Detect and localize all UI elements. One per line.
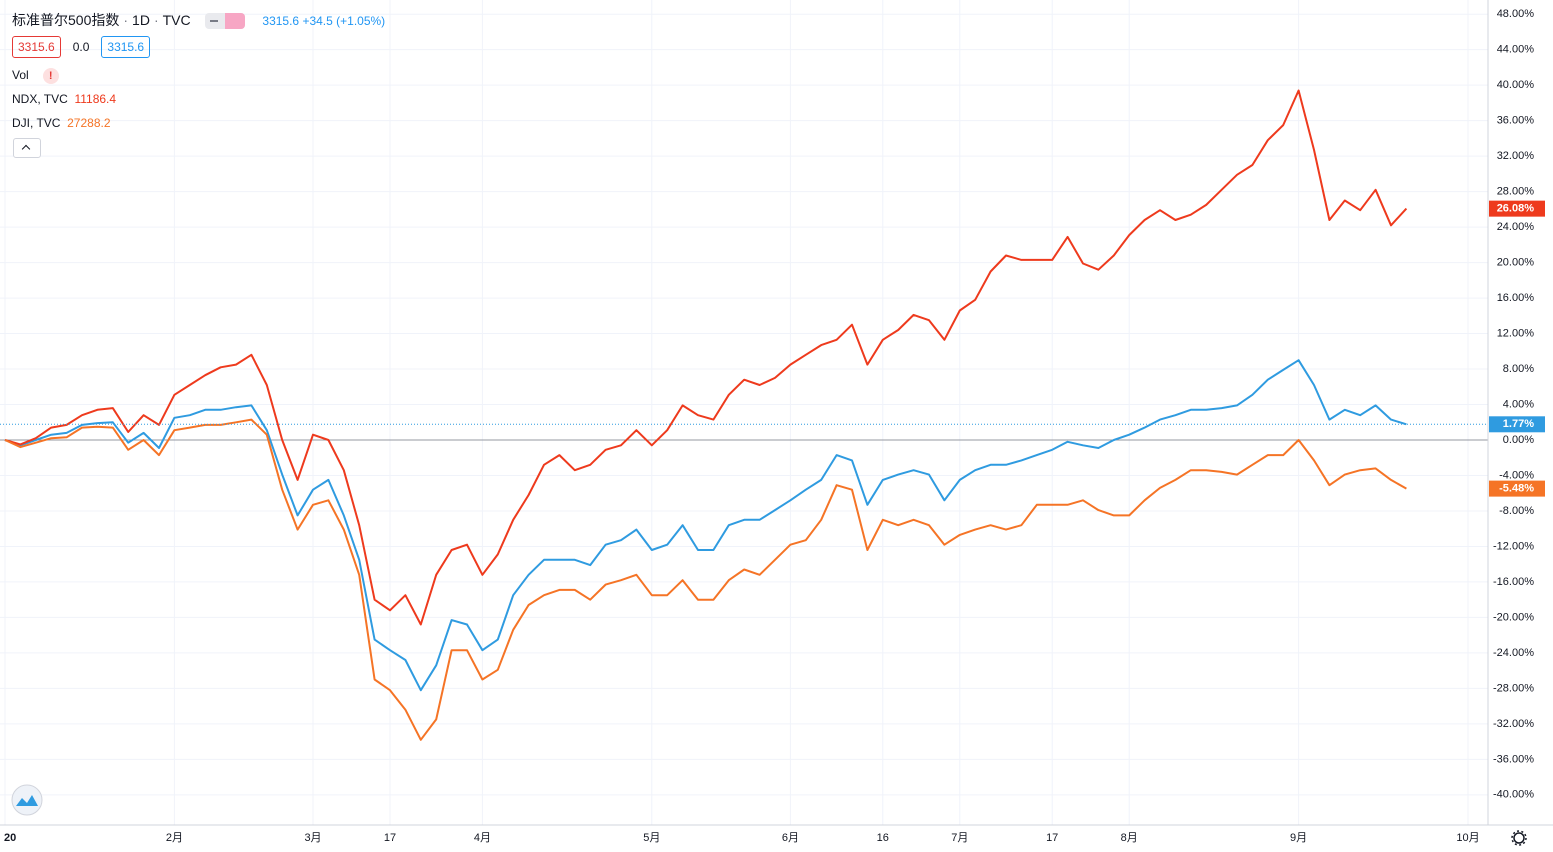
x-tick-label: 9月 (1290, 832, 1307, 844)
legend-name: NDX, TVC (12, 92, 68, 106)
settings-teeth (1511, 830, 1527, 846)
price-badge-label: 26.08% (1497, 203, 1535, 215)
warning-icon[interactable]: ! (42, 68, 59, 84)
logo-mark (16, 795, 38, 806)
source: TVC (162, 12, 191, 28)
logo (11, 784, 43, 816)
y-tick-label: -24.00% (1493, 647, 1534, 659)
y-tick-label: 28.00% (1497, 186, 1535, 198)
x-tick-label: 8月 (1121, 832, 1138, 844)
y-tick-label: -20.00% (1493, 611, 1534, 623)
price-badge (1489, 200, 1545, 217)
y-tick-label: -32.00% (1493, 718, 1534, 730)
x-tick-label: 4月 (474, 832, 491, 844)
y-tick-label: 8.00% (1503, 363, 1534, 375)
x-tick-label: 16 (877, 832, 889, 844)
y-tick-label: -28.00% (1493, 682, 1534, 694)
y-tick-label: -40.00% (1493, 789, 1534, 801)
legend-main: 标准普尔500指数 · 1D · TVC 3315.6 +34.5 (+1.05%) (12, 12, 386, 30)
symbol-title: 标准普尔500指数 (12, 12, 120, 28)
y-tick-label: 4.00% (1503, 398, 1534, 410)
quote: 3315.6 +34.5 (+1.05%) (262, 14, 385, 28)
y-tick-label: 44.00% (1497, 44, 1535, 56)
settings-icon[interactable] (1511, 830, 1527, 846)
legend-price: 27288.2 (67, 116, 111, 130)
y-tick-label: -8.00% (1499, 505, 1534, 517)
settings-ring (1513, 832, 1525, 844)
spread: 0.0 (72, 40, 90, 54)
x-tick-label: 7月 (951, 832, 968, 844)
ask-button[interactable]: 3315.6 (101, 36, 151, 58)
y-tick-label: 12.00% (1497, 327, 1535, 339)
series-line (4, 359, 1407, 692)
x-tick-label: 17 (1046, 832, 1058, 844)
y-tick-label: 48.00% (1497, 8, 1535, 20)
last-price: 3315.6 (262, 14, 300, 28)
y-tick-label: 20.00% (1497, 256, 1535, 268)
y-tick-label: 32.00% (1497, 150, 1535, 162)
x-tick-label: 2月 (166, 832, 183, 844)
price-badge (1489, 480, 1545, 497)
legend-name: DJI, TVC (12, 116, 61, 130)
legend-price: 11186.4 (74, 92, 117, 106)
y-tick-label: 36.00% (1497, 115, 1535, 127)
y-tick-label: -12.00% (1493, 540, 1534, 552)
change-pct: (+1.05%) (336, 14, 386, 28)
volume-label: Vol (12, 68, 29, 82)
series-line (4, 89, 1408, 626)
price-badge-label: 1.77% (1503, 418, 1534, 430)
y-tick-label: 0.00% (1503, 434, 1534, 446)
x-tick-label: 6月 (782, 832, 799, 844)
compare-toggle[interactable] (204, 13, 245, 30)
price-badge-label: -5.48% (1499, 483, 1534, 495)
legend-ndx: NDX, TVC 11186.4 (12, 92, 116, 106)
y-tick-label: -16.00% (1493, 576, 1534, 588)
y-tick-label: 16.00% (1497, 292, 1535, 304)
series-line (4, 418, 1407, 741)
x-tick-label: 20 (4, 832, 16, 844)
x-tick-label: 17 (384, 832, 396, 844)
interval[interactable]: 1D (132, 12, 150, 28)
y-tick-label: 40.00% (1497, 79, 1535, 91)
collapse-button[interactable] (13, 138, 41, 158)
price-buttons: 3315.6 0.0 3315.6 (12, 36, 156, 58)
y-tick-label: -4.00% (1499, 469, 1534, 481)
price-badge (1489, 416, 1545, 433)
bid-button[interactable]: 3315.6 (12, 36, 61, 58)
legend-dji: DJI, TVC 27288.2 (12, 116, 111, 130)
x-tick-label: 3月 (304, 832, 321, 844)
x-tick-label: 5月 (643, 832, 660, 844)
volume-legend: Vol! (12, 68, 59, 84)
change: +34.5 (302, 14, 333, 28)
x-tick-label: 10月 (1456, 832, 1479, 844)
y-tick-label: 24.00% (1497, 221, 1535, 233)
y-tick-label: -36.00% (1493, 753, 1534, 765)
